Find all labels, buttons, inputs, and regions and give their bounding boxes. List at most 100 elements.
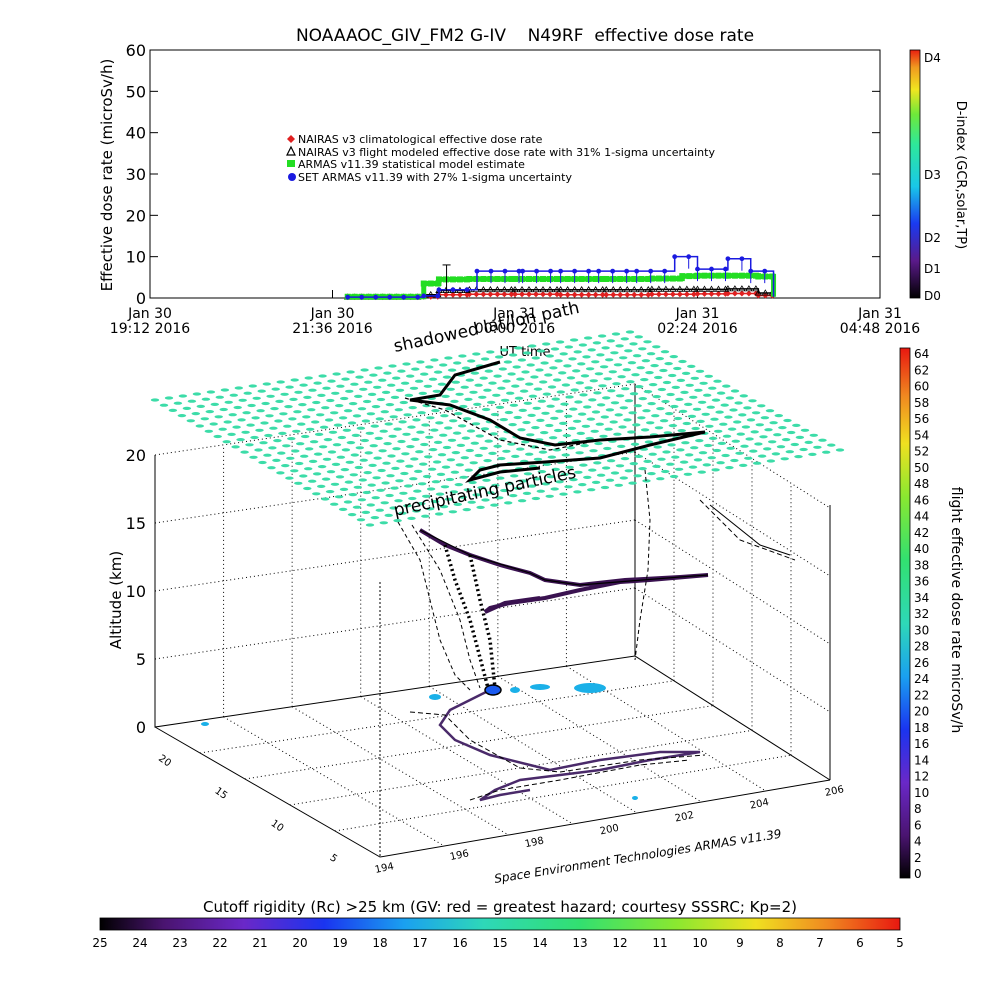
surface-cell bbox=[711, 468, 720, 472]
d-index-gradient bbox=[909, 49, 921, 299]
surface-cell bbox=[345, 389, 354, 393]
surface-cell bbox=[624, 469, 633, 473]
point-diamond bbox=[557, 291, 564, 298]
surface-cell bbox=[497, 456, 506, 461]
surface-cell bbox=[768, 440, 777, 444]
surface-cell bbox=[490, 412, 500, 417]
surface-cell bbox=[498, 367, 507, 371]
surface-cell bbox=[659, 419, 669, 423]
point-square bbox=[526, 275, 532, 282]
surface-cell bbox=[459, 475, 468, 479]
surface-cell bbox=[251, 416, 260, 420]
surface-cell bbox=[601, 466, 611, 470]
point-square bbox=[745, 272, 752, 279]
surface-cell bbox=[541, 482, 550, 486]
surface-cell bbox=[418, 391, 427, 395]
point-diamond bbox=[724, 290, 731, 297]
surface-cell bbox=[397, 369, 406, 373]
surface-cell bbox=[517, 428, 526, 432]
point-diamond bbox=[449, 291, 456, 298]
surface-cell bbox=[678, 409, 688, 413]
surface-cell bbox=[572, 369, 581, 373]
surface-cell bbox=[714, 429, 723, 433]
surface-cell bbox=[382, 461, 391, 465]
surface-cell bbox=[261, 401, 270, 406]
surface-cell bbox=[467, 359, 476, 363]
rigidity-tick-label: 6 bbox=[856, 936, 864, 950]
surface-cell bbox=[771, 452, 781, 456]
surface-cell bbox=[304, 467, 313, 471]
surface-cell bbox=[693, 458, 703, 462]
ground-track bbox=[438, 688, 701, 802]
surface-cell bbox=[671, 455, 680, 459]
surface-cell bbox=[537, 470, 547, 474]
surface-cell bbox=[346, 441, 356, 445]
x-tick-line2: 19:12 2016 bbox=[110, 321, 191, 337]
d-index-tick-d1: D1 bbox=[924, 262, 941, 276]
surface-cell bbox=[703, 443, 713, 448]
surface-cell bbox=[356, 518, 366, 522]
rigidity-tick-label: 10 bbox=[692, 936, 707, 950]
wall-gridline bbox=[634, 587, 831, 713]
surface-cell bbox=[525, 382, 534, 386]
surface-cell bbox=[414, 379, 424, 383]
surface-cell bbox=[459, 404, 468, 409]
point-square bbox=[494, 275, 501, 282]
surface-cell bbox=[679, 460, 689, 464]
point-diamond bbox=[533, 291, 539, 298]
point-triangle bbox=[616, 285, 624, 293]
point-triangle bbox=[669, 285, 677, 292]
surface-cell bbox=[378, 449, 387, 453]
surface-cell bbox=[508, 423, 517, 427]
surface-cell bbox=[454, 483, 463, 487]
x-tick-line1: Jan 31 bbox=[675, 306, 720, 322]
surface-cell bbox=[657, 387, 667, 392]
dose-tick-label: 64 bbox=[914, 347, 929, 361]
surface-cell bbox=[626, 380, 635, 384]
surface-cell bbox=[576, 431, 585, 435]
surface-cell bbox=[522, 420, 531, 425]
surface-cell bbox=[624, 349, 633, 353]
surface-cell bbox=[629, 342, 638, 346]
surface-cell bbox=[412, 509, 421, 513]
lon-tick-label: 202 bbox=[674, 810, 695, 825]
surface-cell bbox=[615, 344, 624, 348]
floor-gridline bbox=[360, 696, 574, 825]
point-triangle bbox=[518, 285, 526, 293]
z-axis-label: Altitude (km) bbox=[107, 551, 125, 649]
surface-cell bbox=[741, 425, 751, 429]
surface-cell bbox=[591, 410, 601, 414]
surface-cell bbox=[727, 427, 737, 431]
surface-cell bbox=[411, 437, 420, 441]
surface-cell bbox=[400, 471, 409, 476]
surface-cell bbox=[439, 363, 448, 367]
wall-gridline bbox=[154, 587, 636, 660]
surface-cell bbox=[641, 359, 651, 363]
surface-cell bbox=[213, 434, 222, 439]
surface-cell bbox=[335, 475, 345, 479]
surface-cell bbox=[479, 446, 488, 450]
surface-cell bbox=[597, 334, 607, 338]
surface-cell bbox=[656, 407, 665, 411]
surface-cell bbox=[536, 349, 546, 353]
surface-cell bbox=[376, 488, 385, 492]
surface-cell bbox=[404, 393, 414, 397]
surface-cell bbox=[608, 370, 617, 374]
surface-cell bbox=[206, 390, 216, 394]
surface-cell bbox=[336, 455, 346, 459]
surface-cell bbox=[647, 472, 656, 476]
surface-cell bbox=[337, 435, 347, 440]
point-circle bbox=[415, 294, 421, 300]
dose-tick-label: 40 bbox=[914, 542, 929, 556]
point-circle bbox=[421, 293, 427, 299]
surface-cell bbox=[619, 476, 628, 480]
surface-cell bbox=[614, 483, 623, 487]
surface-cell bbox=[365, 431, 374, 435]
surface-cell bbox=[355, 446, 364, 450]
point-circle bbox=[359, 294, 365, 300]
surface-cell bbox=[596, 353, 605, 357]
surface-cell bbox=[615, 464, 625, 468]
surface-cell bbox=[818, 438, 827, 442]
surface-cell bbox=[545, 354, 554, 358]
surface-cell bbox=[441, 394, 450, 398]
